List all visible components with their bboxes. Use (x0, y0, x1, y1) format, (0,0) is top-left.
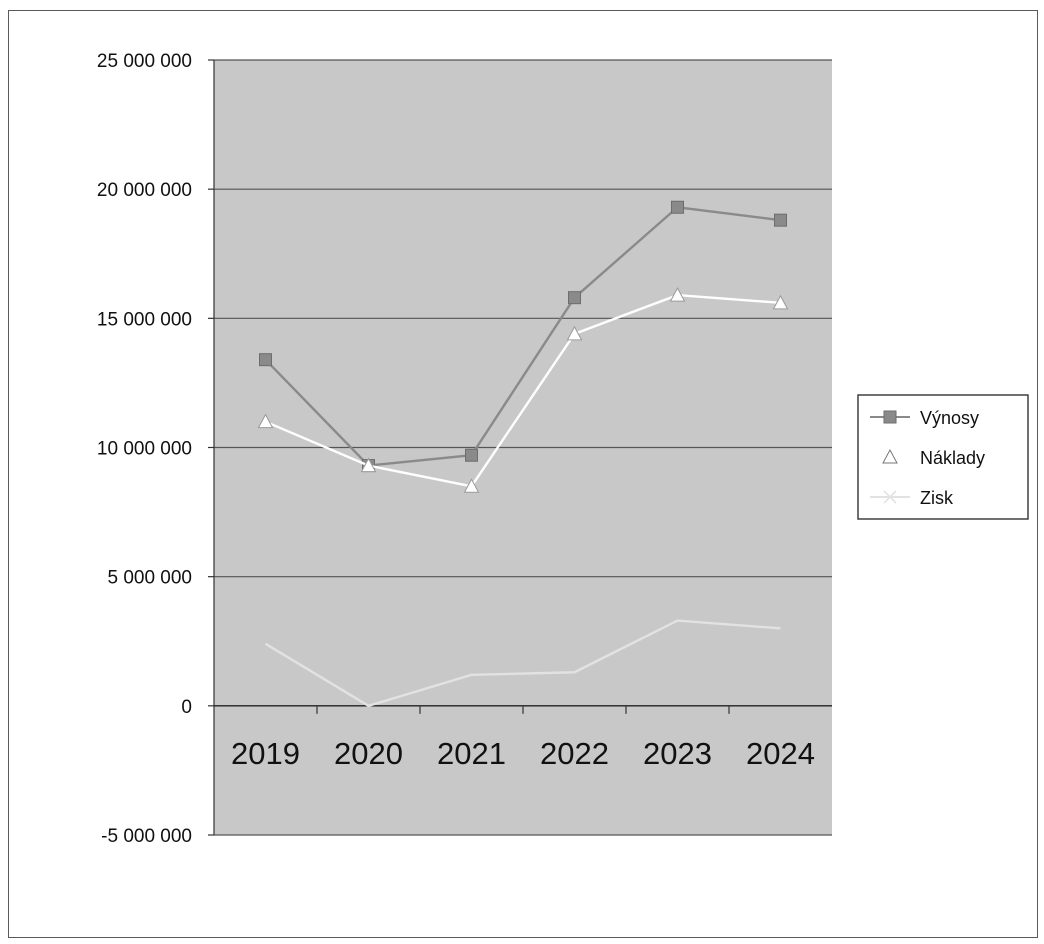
legend: Výnosy Náklady Zisk (857, 394, 1029, 520)
series-line-naklady (265, 293, 781, 488)
y-tick-label: 20 000 000 (97, 180, 192, 201)
data-point-naklady (463, 478, 480, 493)
data-point-vynosy (671, 200, 684, 214)
y-tick-label: 0 (181, 697, 192, 718)
legend-label: Výnosy (920, 408, 979, 428)
legend-label: Zisk (920, 488, 954, 508)
series-line-vynosy (264, 205, 781, 467)
series-zisk (264, 619, 781, 708)
y-tick-label: 15 000 000 (97, 309, 192, 330)
y-tick-label: 25 000 000 (97, 51, 192, 72)
legend-item-zisk: Zisk (870, 488, 954, 508)
legend-label: Náklady (920, 448, 985, 468)
x-tick-label: 2021 (437, 736, 506, 771)
data-point-vynosy (774, 213, 787, 227)
gridlines (214, 59, 832, 836)
series-layer (257, 200, 789, 708)
x-tick-label: 2022 (540, 736, 609, 771)
x-tick-label: 2020 (334, 736, 403, 771)
legend-marker (883, 490, 897, 504)
data-point-naklady (566, 325, 583, 341)
legend-marker (883, 410, 897, 424)
axes (208, 59, 832, 836)
y-tick-label: 10 000 000 (97, 439, 192, 460)
y-tick-label: 5 000 000 (107, 568, 192, 589)
x-tick-label: 2023 (643, 736, 712, 771)
legend-item-vynosy: Výnosy (870, 408, 979, 428)
y-tick-label: -5 000 000 (101, 826, 192, 847)
data-point-vynosy (465, 448, 478, 462)
series-line-zisk (264, 619, 781, 708)
series-naklady (257, 287, 789, 493)
data-point-naklady (360, 457, 377, 473)
x-tick-label: 2024 (746, 736, 815, 771)
y-axis-tick-labels: 25 000 000 20 000 000 15 000 000 10 000 000… (97, 51, 192, 847)
data-point-naklady (772, 294, 789, 310)
data-point-vynosy (259, 353, 272, 367)
x-axis-tick-labels: 2019 2020 2021 2022 2023 2024 (231, 736, 815, 771)
x-tick-label: 2019 (231, 736, 300, 771)
data-point-naklady (669, 287, 686, 302)
data-point-naklady (257, 413, 274, 429)
legend-item-naklady: Náklady (870, 448, 985, 468)
legend-marker (882, 448, 898, 464)
data-point-vynosy (568, 291, 581, 305)
